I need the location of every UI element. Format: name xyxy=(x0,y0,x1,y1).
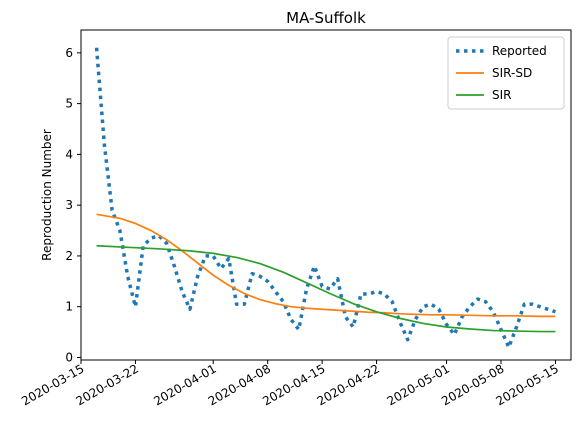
chart-title: MA-Suffolk xyxy=(286,9,366,27)
y-tick-label: 0 xyxy=(65,350,73,364)
legend-label: SIR-SD xyxy=(492,66,532,80)
legend: Reported SIR-SD SIR xyxy=(447,36,565,110)
legend-label: Reported xyxy=(492,44,547,58)
series-line-sir xyxy=(96,244,556,333)
legend-box xyxy=(447,36,565,110)
series-line-sir-sd xyxy=(96,213,556,318)
x-tick-label: 2020-03-22 xyxy=(74,361,141,408)
y-tick-label: 1 xyxy=(65,300,73,314)
x-tick-label: 2020-05-15 xyxy=(494,361,561,408)
series-line-reported xyxy=(94,47,556,350)
y-tick-label: 2 xyxy=(65,249,73,263)
y-tick-label: 4 xyxy=(65,147,73,161)
y-tick-label: 3 xyxy=(65,198,73,212)
y-tick-label: 6 xyxy=(65,46,73,60)
y-tick-label: 5 xyxy=(65,97,73,111)
x-tick-label: 2020-04-22 xyxy=(315,361,382,408)
legend-label: SIR xyxy=(492,88,512,102)
plot-area-frame xyxy=(80,29,572,361)
y-axis-label: Reproduction Number xyxy=(40,129,54,261)
y-axis: 0 1 2 3 4 5 6 xyxy=(65,46,81,364)
